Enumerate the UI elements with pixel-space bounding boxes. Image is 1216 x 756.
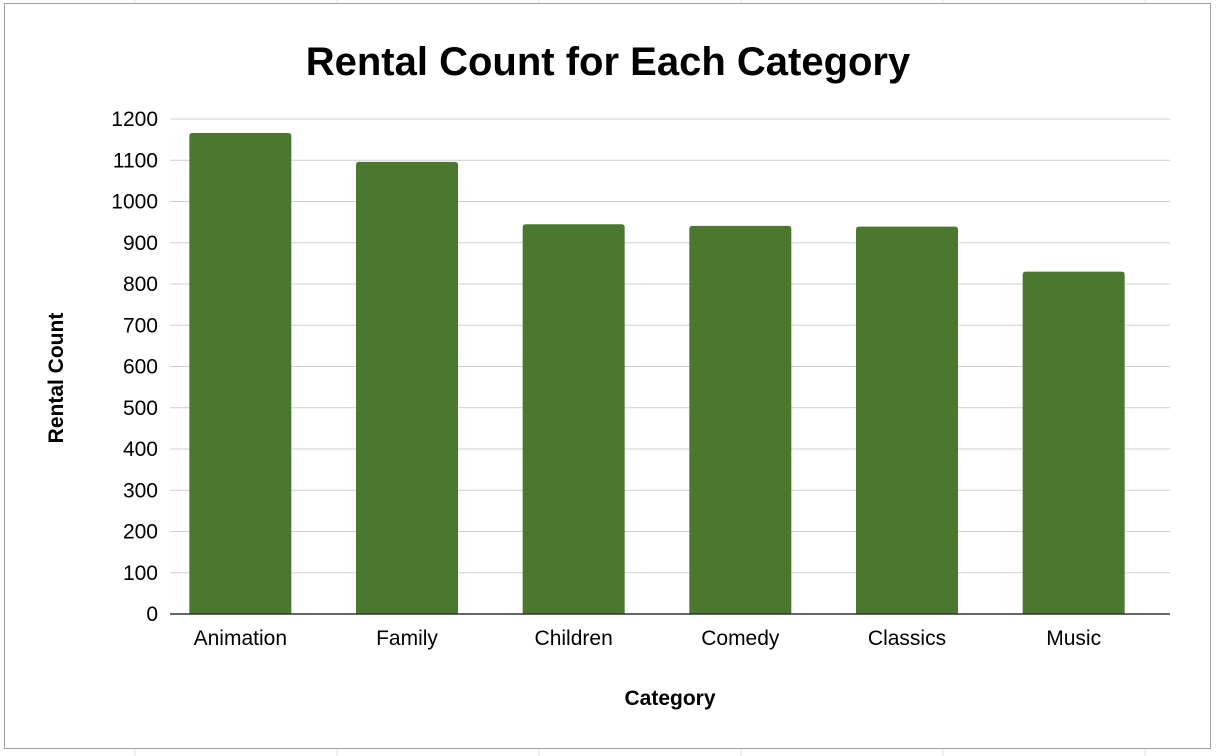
y-tick-label: 100 (123, 562, 158, 585)
x-tick-label: Family (376, 627, 438, 650)
x-axis-title: Category (624, 687, 715, 710)
x-tick-label: Music (1046, 627, 1101, 650)
x-tick-label: Animation (194, 627, 287, 650)
y-tick-label: 1200 (111, 108, 158, 131)
y-axis-tick-labels: 0 100 200 300 400 500 600 700 800 900 1000 1100 1200 (111, 108, 158, 626)
y-tick-label: 400 (123, 438, 158, 461)
y-tick-label: 500 (123, 397, 158, 420)
y-tick-label: 600 (123, 356, 158, 379)
bars (189, 133, 1125, 614)
bar-classics[interactable] (856, 226, 958, 614)
y-tick-label: 700 (123, 314, 158, 337)
y-tick-label: 900 (123, 232, 158, 255)
x-tick-label: Comedy (701, 627, 780, 650)
y-axis-title: Rental Count (45, 313, 68, 444)
bar-family[interactable] (356, 161, 458, 614)
bar-comedy[interactable] (689, 225, 792, 614)
y-tick-label: 300 (123, 479, 158, 502)
chart-title: Rental Count for Each Category (306, 40, 911, 84)
gridlines (170, 118, 1170, 574)
bar-children[interactable] (522, 224, 625, 614)
y-tick-label: 0 (146, 603, 158, 626)
x-tick-label: Children (535, 627, 613, 650)
x-tick-label: Classics (868, 627, 946, 650)
y-tick-label: 1000 (111, 191, 158, 214)
y-tick-label: 800 (123, 273, 158, 296)
y-tick-label: 200 (123, 521, 158, 544)
y-tick-label: 1100 (113, 149, 158, 172)
bar-animation[interactable] (189, 133, 292, 614)
x-axis-tick-labels: Animation Family Children Comedy Classics Mus… (194, 627, 1101, 650)
bar-music[interactable] (1022, 271, 1125, 614)
